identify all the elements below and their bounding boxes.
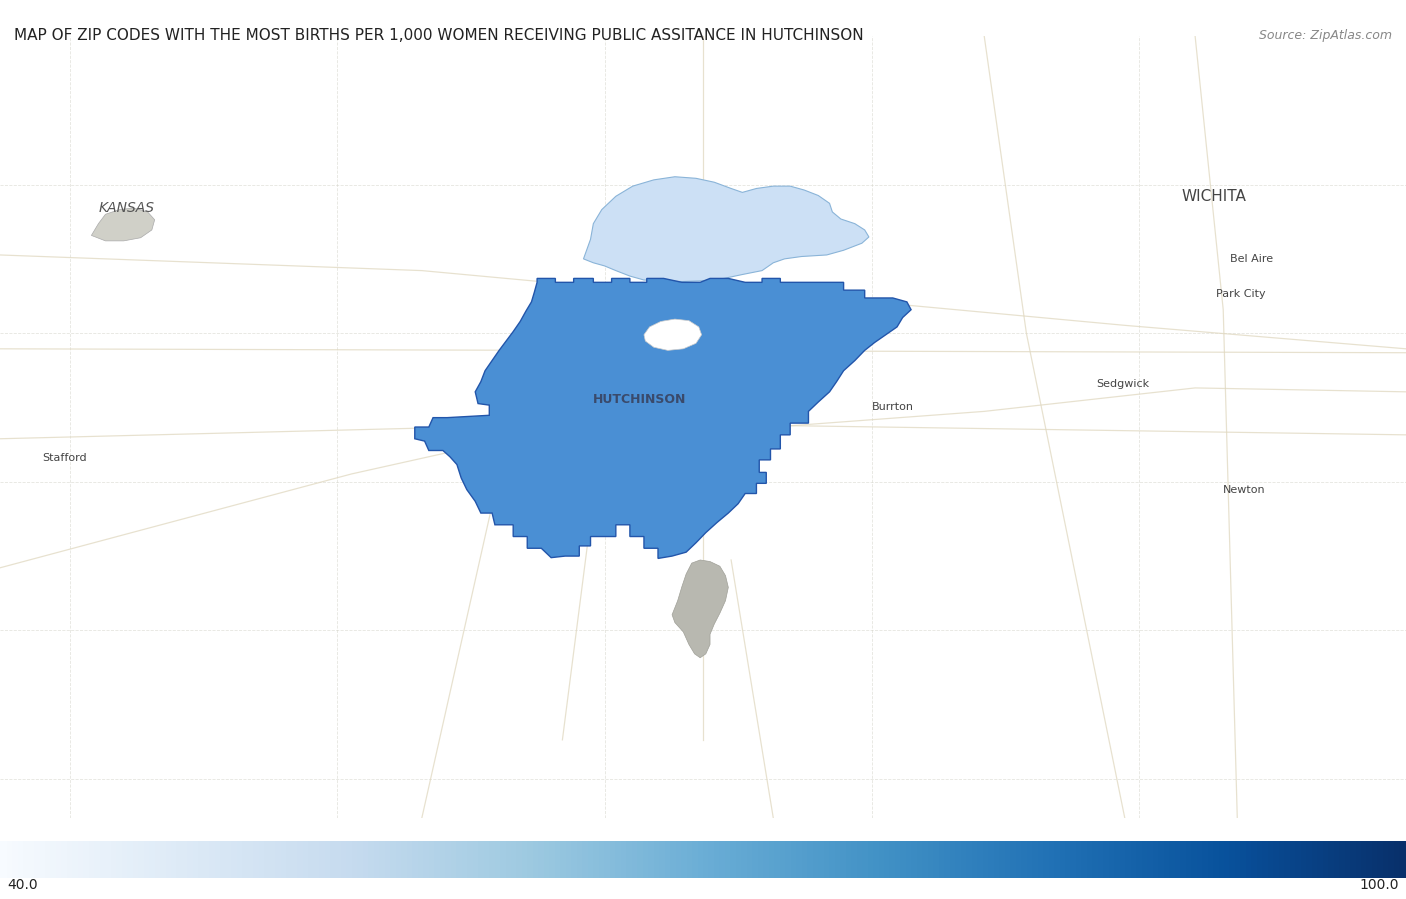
Text: Bel Aire: Bel Aire [1230, 254, 1274, 264]
Polygon shape [91, 208, 155, 241]
Polygon shape [644, 319, 702, 351]
Text: Burrton: Burrton [872, 403, 914, 413]
Text: HUTCHINSON: HUTCHINSON [593, 393, 686, 406]
Text: Source: ZipAtlas.com: Source: ZipAtlas.com [1258, 30, 1392, 42]
Text: 40.0: 40.0 [7, 877, 38, 892]
Text: WICHITA: WICHITA [1181, 189, 1246, 204]
Text: KANSAS: KANSAS [98, 201, 155, 215]
Polygon shape [583, 177, 869, 281]
Text: Sedgwick: Sedgwick [1097, 379, 1150, 389]
Polygon shape [672, 560, 728, 658]
Text: 100.0: 100.0 [1360, 877, 1399, 892]
Text: MAP OF ZIP CODES WITH THE MOST BIRTHS PER 1,000 WOMEN RECEIVING PUBLIC ASSITANCE: MAP OF ZIP CODES WITH THE MOST BIRTHS PE… [14, 29, 863, 43]
Text: Park City: Park City [1216, 289, 1265, 299]
Polygon shape [415, 279, 911, 558]
Text: Stafford: Stafford [42, 453, 87, 463]
Text: Newton: Newton [1223, 485, 1265, 494]
